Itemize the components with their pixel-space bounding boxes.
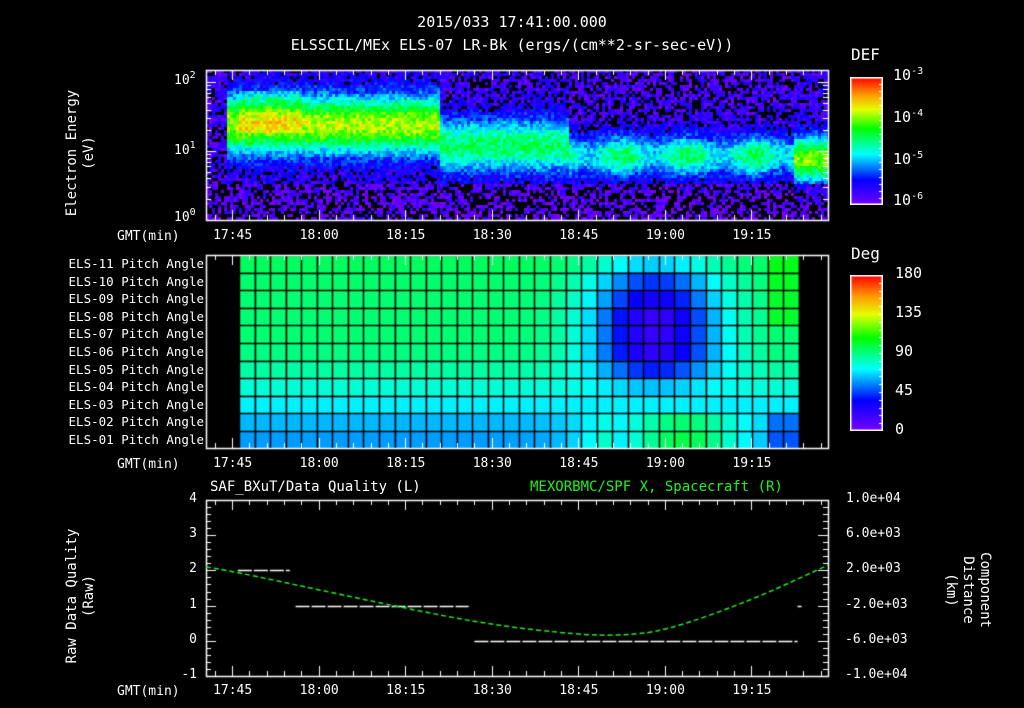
pitch-angle-channel-label: ELS-08 Pitch Angle — [68, 308, 204, 324]
time-tick-label: 18:30 — [472, 683, 512, 698]
def-colorbar — [850, 77, 883, 205]
pitch-angle-channel-label: ELS-01 Pitch Angle — [68, 432, 204, 447]
def-colorbar-title: DEF — [851, 45, 880, 64]
energy-ytick-100: 102 — [174, 70, 196, 88]
pitch-angle-channel-label: ELS-05 Pitch Angle — [68, 361, 204, 377]
pitch-angle-channel-label: ELS-06 Pitch Angle — [68, 344, 204, 359]
data-quality-ytick: 1 — [189, 596, 197, 612]
distance-ylabel-line2: (km) — [943, 573, 959, 607]
deg-cb-tick-0: 0 — [895, 420, 905, 438]
pitch-angle-channel-label: ELS-11 Pitch Angle — [68, 256, 204, 271]
def-cb-tick-1e-3: 10-3 — [893, 66, 924, 84]
data-quality-title: SAF_BXuT/Data Quality (L) — [210, 479, 421, 495]
time-tick-label: 17:45 — [213, 228, 253, 243]
energy-ylabel-line1: Electron Energy — [64, 89, 80, 217]
distance-ytick: 2.0e+03 — [846, 561, 901, 577]
data-quality-ytick: 4 — [189, 491, 197, 506]
chart-timestamp: 2015/033 17:41:00.000 — [417, 13, 607, 31]
chart-subtitle: ELSSCIL/MEx ELS-07 LR-Bk (ergs/(cm**2-sr… — [290, 36, 734, 54]
time-tick-label: 19:00 — [645, 456, 685, 471]
energy-axes — [200, 64, 840, 224]
deg-cb-tick-135: 135 — [895, 303, 923, 321]
time-tick-label: 19:00 — [645, 683, 685, 698]
distance-ytick: -1.0e+04 — [845, 667, 908, 682]
time-tick-label: 17:45 — [213, 683, 253, 698]
time-tick-label: 18:00 — [299, 228, 339, 243]
pitch-angle-channel-label: ELS-10 Pitch Angle — [68, 273, 204, 289]
spacecraft-x-title: MEXORBMC/SPF X, Spacecraft (R) — [530, 479, 783, 495]
pitch-angle-channel-label: ELS-02 Pitch Angle — [68, 414, 204, 430]
def-cb-tick-1e-4: 10-4 — [893, 108, 924, 126]
data-quality-plot — [200, 494, 840, 684]
time-tick-label: 18:45 — [559, 228, 599, 243]
pitch-angle-channel-label: ELS-04 Pitch Angle — [68, 379, 204, 395]
distance-ytick: 1.0e+04 — [846, 491, 901, 506]
time-tick-label: 18:15 — [386, 228, 426, 243]
distance-ytick: -6.0e+03 — [845, 631, 908, 647]
distance-ytick: -2.0e+03 — [845, 596, 908, 612]
time-axis-label-1: GMT(min) — [117, 229, 180, 244]
energy-ylabel-line2: (eV) — [81, 136, 97, 170]
data-quality-ytick: -1 — [181, 667, 197, 682]
pitch-angle-channel-label: ELS-09 Pitch Angle — [68, 291, 204, 307]
time-tick-label: 19:00 — [645, 228, 685, 243]
time-tick-label: 18:00 — [299, 683, 339, 698]
time-axis-label-2: GMT(min) — [117, 457, 180, 472]
data-quality-ylabel-line2: (Raw) — [81, 574, 97, 618]
deg-cb-tick-90: 90 — [895, 342, 914, 360]
time-tick-label: 18:00 — [299, 456, 339, 471]
time-tick-label: 18:15 — [386, 456, 426, 471]
def-cb-tick-1e-5: 10-5 — [893, 150, 924, 168]
time-tick-label: 18:45 — [559, 683, 599, 698]
distance-ylabel-line1: Component Distance — [960, 552, 993, 628]
distance-ylabel: Component Distance (km) — [943, 515, 993, 665]
time-tick-label: 18:30 — [472, 456, 512, 471]
data-quality-ytick: 0 — [189, 631, 197, 647]
energy-ylabel: Electron Energy (eV) — [64, 83, 100, 223]
deg-colorbar-title: Deg — [851, 244, 880, 263]
time-tick-label: 18:30 — [472, 228, 512, 243]
time-tick-label: 18:15 — [386, 683, 426, 698]
time-tick-label: 19:15 — [732, 683, 772, 698]
deg-cb-tick-45: 45 — [895, 381, 914, 399]
energy-ytick-1: 100 — [174, 207, 196, 225]
data-quality-ytick: 2 — [189, 561, 197, 577]
distance-ytick: 6.0e+03 — [846, 526, 901, 542]
pitch-angle-channel-label: ELS-03 Pitch Angle — [68, 396, 204, 412]
data-quality-ylabel: Raw Data Quality (Raw) — [64, 526, 100, 666]
time-tick-label: 18:45 — [559, 456, 599, 471]
data-quality-ytick: 3 — [189, 526, 197, 542]
data-quality-ylabel-line1: Raw Data Quality — [64, 528, 80, 664]
def-cb-tick-1e-6: 10-6 — [893, 191, 924, 209]
time-tick-label: 19:15 — [732, 456, 772, 471]
time-tick-label: 19:15 — [732, 228, 772, 243]
energy-ytick-10: 101 — [174, 140, 196, 158]
pitch-angle-plot — [200, 250, 840, 456]
pitch-angle-channel-label: ELS-07 Pitch Angle — [68, 326, 204, 342]
deg-cb-tick-180: 180 — [895, 264, 923, 282]
time-tick-label: 17:45 — [213, 456, 253, 471]
deg-colorbar — [850, 275, 883, 431]
time-axis-label-3: GMT(min) — [117, 684, 180, 699]
